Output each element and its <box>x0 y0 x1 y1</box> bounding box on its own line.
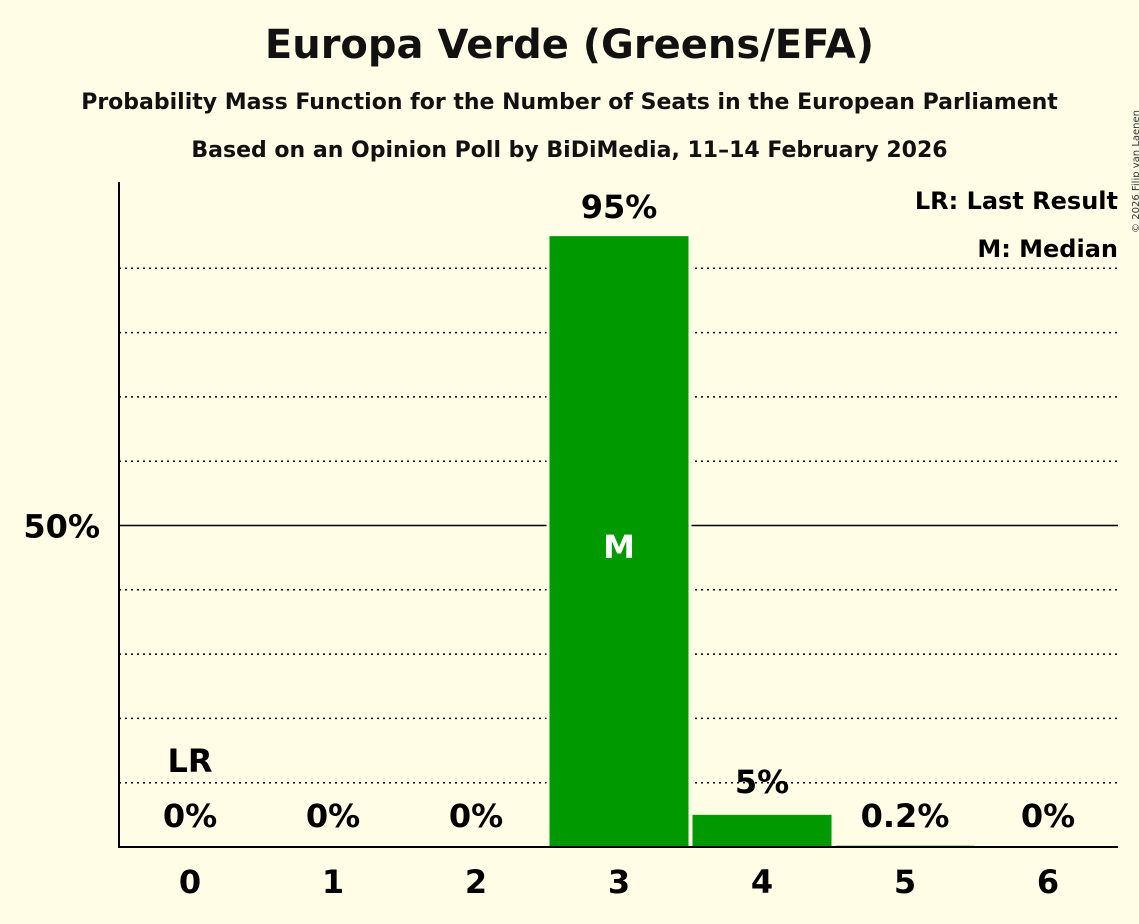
labels: 50% 0 1 2 3 4 5 6 0% 0% 0% 95% 5% 0.2% 0% M LR <box>23 188 1075 901</box>
chart-subtitle: Probability Mass Function for the Number… <box>81 90 1058 115</box>
bar <box>549 236 689 847</box>
data-label: 0% <box>163 797 217 835</box>
chart-title: Europa Verde (Greens/EFA) <box>264 22 875 68</box>
x-tick-label: 5 <box>894 863 916 901</box>
x-tick-label: 0 <box>179 863 201 901</box>
x-tick-label: 6 <box>1037 863 1059 901</box>
data-label: 95% <box>581 188 658 226</box>
data-label: 0% <box>306 797 360 835</box>
bars <box>546 233 978 847</box>
data-label: 0% <box>449 797 503 835</box>
axes <box>118 182 1118 848</box>
x-tick-label: 3 <box>608 863 630 901</box>
median-marker: M <box>603 528 635 566</box>
last-result-marker: LR <box>167 742 212 780</box>
legend-median: M: Median <box>977 235 1118 263</box>
bar-gap <box>832 842 978 847</box>
data-label: 0.2% <box>861 797 950 835</box>
x-tick-label: 1 <box>322 863 344 901</box>
data-label: 5% <box>735 763 789 801</box>
x-tick-label: 2 <box>465 863 487 901</box>
chart-subtitle-poll: Based on an Opinion Poll by BiDiMedia, 1… <box>191 138 948 163</box>
x-tick-label: 4 <box>751 863 773 901</box>
y-tick-label: 50% <box>23 508 100 546</box>
legend-last-result: LR: Last Result <box>915 187 1118 215</box>
bar <box>692 814 832 847</box>
data-label: 0% <box>1021 797 1075 835</box>
